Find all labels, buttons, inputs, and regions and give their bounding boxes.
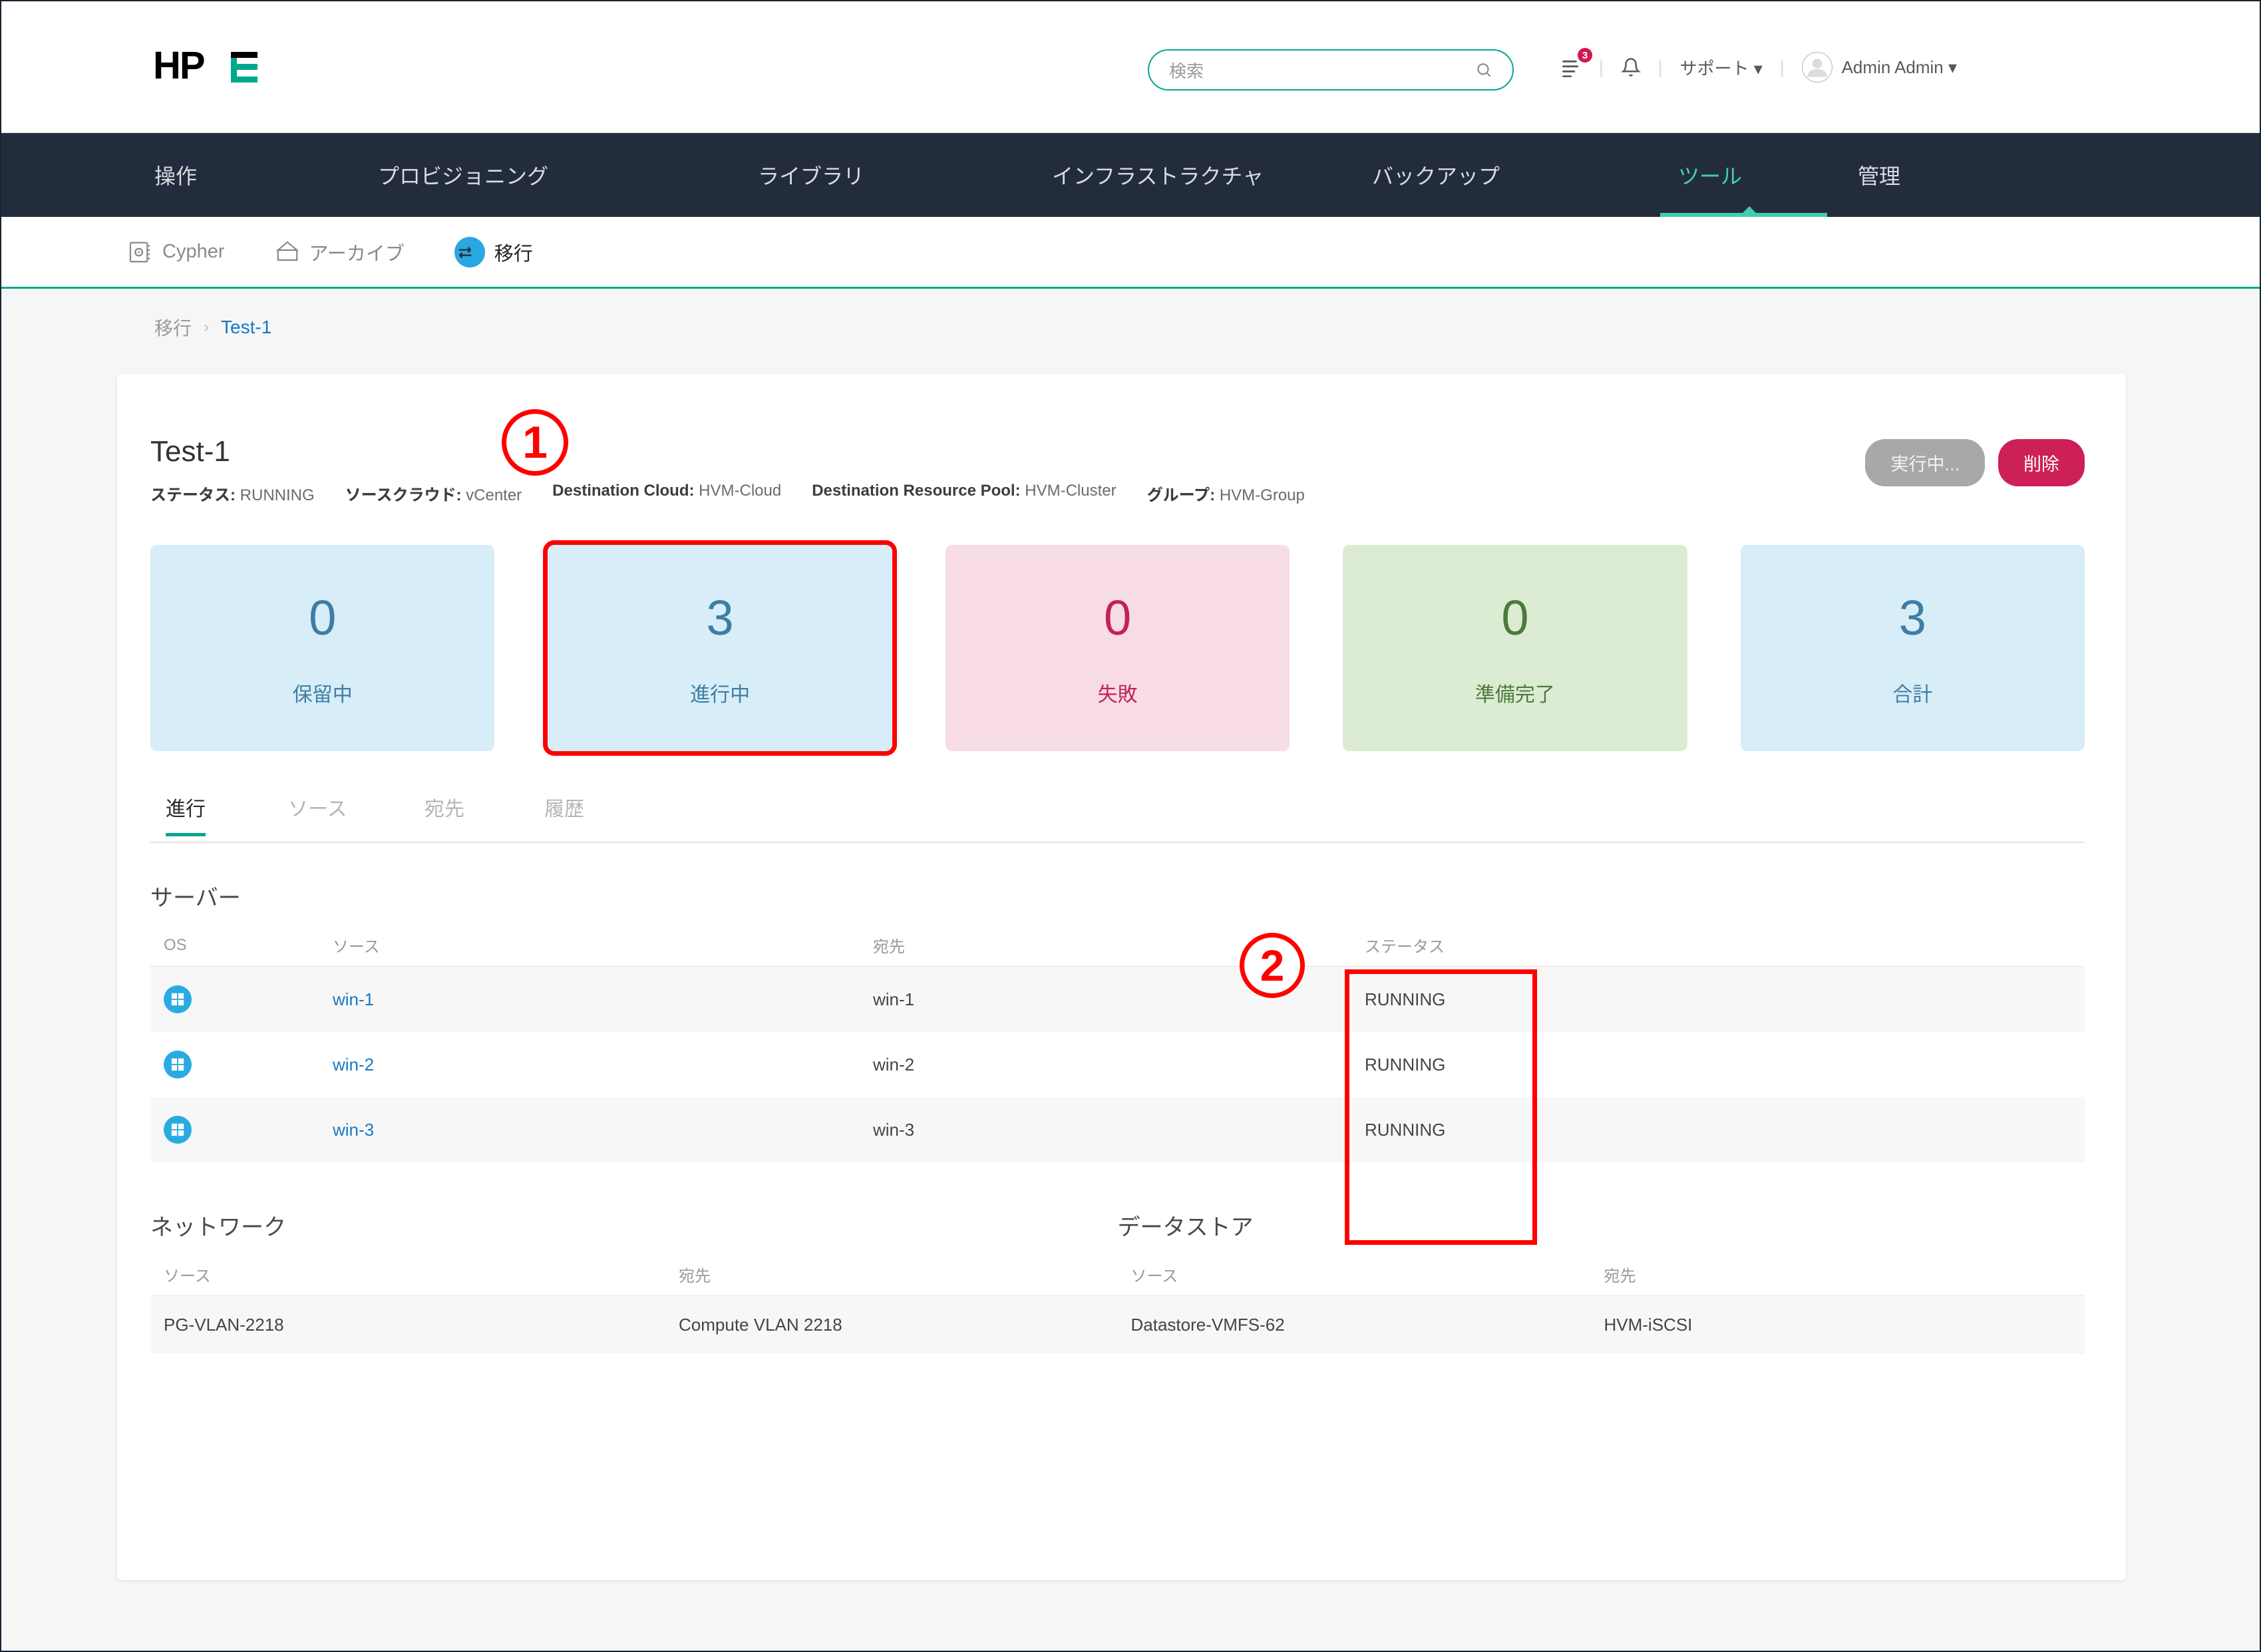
svg-text:HP: HP	[153, 48, 204, 86]
